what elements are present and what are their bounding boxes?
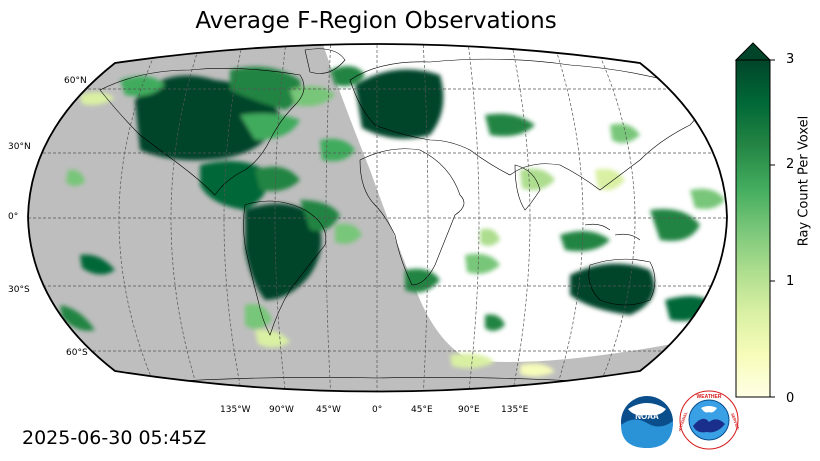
lon-label-90w: 90°W xyxy=(269,405,294,415)
colorbar-tick-0: 0 xyxy=(786,391,795,406)
lon-label-135w: 135°W xyxy=(220,405,251,415)
svg-text:WEATHER: WEATHER xyxy=(697,394,722,400)
colorbar-label: Ray Count Per Voxel xyxy=(796,115,812,247)
noaa-logo: NOAA xyxy=(621,396,673,448)
coastlines xyxy=(99,48,702,386)
colorbar xyxy=(734,42,775,398)
colorbar-tick-3: 3 xyxy=(786,52,795,67)
nws-logo: WEATHER NATIONAL SERVICE xyxy=(679,390,739,450)
lat-label-60n: 60°N xyxy=(64,76,87,86)
lon-label-0: 0° xyxy=(372,405,382,415)
colorbar-extend-arrow xyxy=(734,42,772,61)
svg-text:NOAA: NOAA xyxy=(635,412,659,421)
colorbar-tick-1: 1 xyxy=(786,274,795,289)
colorbar-gradient xyxy=(735,59,771,398)
timestamp: 2025-06-30 05:45Z xyxy=(22,427,207,449)
colorbar-tick-2: 2 xyxy=(786,157,795,172)
lat-label-0: 0° xyxy=(8,212,18,222)
lat-label-30n: 30°N xyxy=(8,142,31,152)
svg-text:NATIONAL: NATIONAL xyxy=(679,411,689,432)
map-title: Average F-Region Observations xyxy=(195,8,557,34)
lat-label-30s: 30°S xyxy=(8,285,30,295)
lon-label-90e: 90°E xyxy=(458,405,480,415)
lat-label-60s: 60°S xyxy=(66,348,88,358)
svg-text:SERVICE: SERVICE xyxy=(730,412,739,430)
lon-label-45w: 45°W xyxy=(316,405,341,415)
lon-label-135e: 135°E xyxy=(501,405,529,415)
map-border xyxy=(27,43,728,393)
observation-density xyxy=(60,66,725,377)
graticule xyxy=(28,44,727,392)
lon-label-45e: 45°E xyxy=(411,405,433,415)
